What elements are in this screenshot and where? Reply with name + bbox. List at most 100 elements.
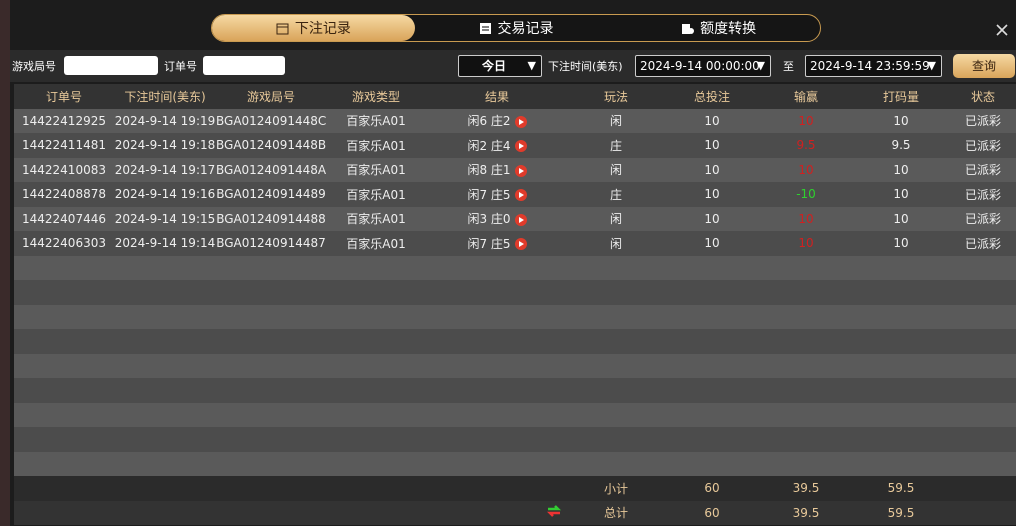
cell xyxy=(852,378,950,403)
cell: 10 xyxy=(664,182,760,207)
column-header: 总投注 xyxy=(664,84,760,109)
cell: 闲8 庄1 xyxy=(426,157,568,182)
cell xyxy=(950,402,1016,427)
tab-label: 额度转换 xyxy=(700,21,757,37)
cell xyxy=(852,451,950,476)
cell xyxy=(568,427,664,452)
cell xyxy=(950,353,1016,378)
cell: 10 xyxy=(852,108,950,133)
cell xyxy=(114,500,216,525)
order-input[interactable] xyxy=(203,56,285,75)
column-header: 结果 xyxy=(426,84,568,109)
cell xyxy=(216,255,326,280)
cell xyxy=(426,255,568,280)
cell: 闲7 庄5 xyxy=(426,182,568,207)
cell: 14422412925 xyxy=(14,108,114,133)
period-select[interactable]: 今日 xyxy=(458,55,542,77)
cell: 百家乐A01 xyxy=(326,108,426,133)
cell: BGA0124091448C xyxy=(216,108,326,133)
value: 2024-9-14 23:59:59 xyxy=(810,59,930,73)
value: 今日 xyxy=(481,59,506,73)
column-header: 打码量 xyxy=(852,84,950,109)
tab-label: 下注记录 xyxy=(294,21,351,37)
cell: 闲6 庄2 xyxy=(426,108,568,133)
replay-icon[interactable] xyxy=(514,164,527,177)
cell xyxy=(852,427,950,452)
cell xyxy=(114,402,216,427)
cell: 庄 xyxy=(568,133,664,158)
summary-row: 小计 60 39.5 59.5 xyxy=(14,476,1016,501)
cell xyxy=(760,304,852,329)
cell xyxy=(426,402,568,427)
cell xyxy=(950,427,1016,452)
cell: 已派彩 xyxy=(950,182,1016,207)
cell: BGA0124091448A xyxy=(216,157,326,182)
cell: 14422407446 xyxy=(14,206,114,231)
tab[interactable]: 交易记录 xyxy=(415,15,618,41)
cell: 10 xyxy=(760,157,852,182)
cell xyxy=(216,476,326,501)
cell xyxy=(216,353,326,378)
cell xyxy=(216,427,326,452)
tab[interactable]: 额度转换 xyxy=(617,15,820,41)
column-header: 下注时间(美东) xyxy=(114,84,216,109)
cell xyxy=(326,378,426,403)
cell xyxy=(14,427,114,452)
cell: 2024-9-14 19:17 xyxy=(114,157,216,182)
cell xyxy=(664,280,760,305)
cell xyxy=(14,304,114,329)
result-text: 闲6 庄2 xyxy=(467,114,511,129)
cell: 10 xyxy=(664,133,760,158)
replay-icon[interactable] xyxy=(514,238,527,251)
replay-icon[interactable] xyxy=(514,213,527,226)
empty-row xyxy=(14,280,1016,305)
tab-bar: 下注记录 交易记录 额度转换 xyxy=(211,14,821,42)
replay-icon[interactable] xyxy=(514,115,527,128)
cell xyxy=(950,304,1016,329)
empty-row xyxy=(14,353,1016,378)
cell xyxy=(664,255,760,280)
tab-label: 交易记录 xyxy=(497,21,554,37)
start-select[interactable]: 2024-9-14 00:00:00 xyxy=(635,55,771,77)
cell: 14422411481 xyxy=(14,133,114,158)
end-select[interactable]: 2024-9-14 23:59:59 xyxy=(805,55,942,77)
query-button[interactable]: 查询 xyxy=(953,54,1015,78)
cell xyxy=(326,329,426,354)
cell xyxy=(950,280,1016,305)
cell xyxy=(114,476,216,501)
cell: 闲7 庄5 xyxy=(426,231,568,256)
cell xyxy=(326,402,426,427)
replay-icon[interactable] xyxy=(514,140,527,153)
cell xyxy=(950,476,1016,501)
cell xyxy=(326,353,426,378)
cell xyxy=(760,255,852,280)
cell: 已派彩 xyxy=(950,231,1016,256)
cell xyxy=(852,353,950,378)
summary-bet: 60 xyxy=(664,476,760,501)
cell: 10 xyxy=(852,182,950,207)
close-button[interactable] xyxy=(996,24,1008,36)
cell xyxy=(216,329,326,354)
cell xyxy=(568,402,664,427)
column-header: 输赢 xyxy=(760,84,852,109)
cell xyxy=(568,329,664,354)
cell xyxy=(216,378,326,403)
cell: 10 xyxy=(760,231,852,256)
cell xyxy=(852,329,950,354)
cell: BGA0124091448B xyxy=(216,133,326,158)
game-id-input[interactable] xyxy=(64,56,158,75)
tab[interactable]: 下注记录 xyxy=(212,15,415,41)
summary-label: 小计 xyxy=(568,476,664,501)
cell xyxy=(426,476,568,501)
replay-icon[interactable] xyxy=(514,189,527,202)
cell: 闲 xyxy=(568,231,664,256)
cell xyxy=(14,329,114,354)
cell xyxy=(950,500,1016,525)
cell xyxy=(568,280,664,305)
empty-row xyxy=(14,255,1016,280)
cell: 10 xyxy=(664,231,760,256)
cell xyxy=(114,451,216,476)
empty-row xyxy=(14,402,1016,427)
cell xyxy=(14,451,114,476)
icon xyxy=(479,22,491,34)
